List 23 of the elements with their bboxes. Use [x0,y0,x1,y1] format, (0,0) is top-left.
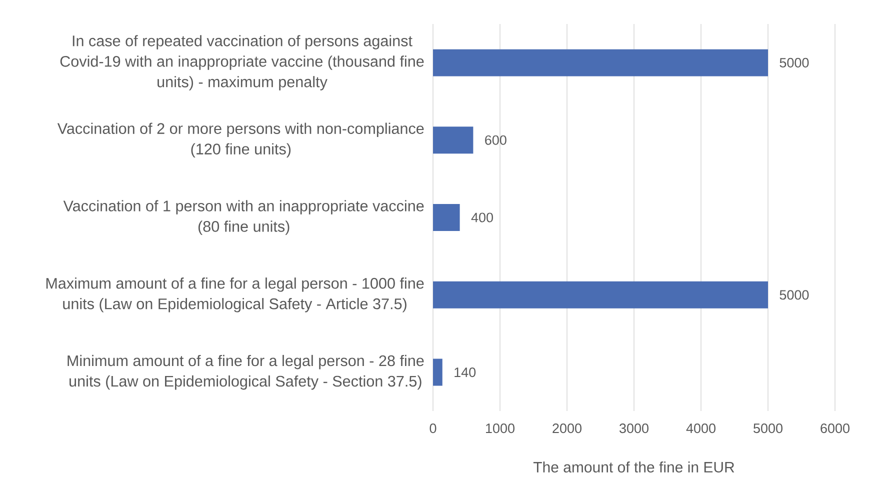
data-label: 600 [485,135,506,145]
y-tick-label: In case of repeated vaccination of persons against Covid-19 with an inappropriate vaccine (thousand fine units) - maximum penalty [60,35,424,90]
y-tick-label: Minimum amount of a fine for a legal person - 28 fine units (Law on Epidemiological Safety - Section 37.5) [68,354,424,390]
x-tick-label: 2000 [552,424,582,434]
y-tick-label: Maximum amount of a fine for a legal person - 1000 fine units (Law on Epidemiological Safety - Article 37.5) [46,278,424,312]
data-label: 140 [454,368,476,378]
x-axis-title: The amount of the fine in EUR [533,462,734,473]
data-label: 400 [471,212,493,222]
x-tick-label: 5000 [754,424,782,434]
x-tick-label: 4000 [686,424,716,434]
data-label: 5000 [780,58,809,68]
x-tick-label: 3000 [620,424,648,434]
bar [433,281,768,308]
bar [433,358,442,386]
bar [433,49,768,76]
data-label: 5000 [780,290,809,300]
bar [433,204,460,232]
y-tick-label: Vaccination of 1 person with an inappropriate vaccine (80 fine units) [63,200,424,235]
x-tick-label: 6000 [820,424,850,434]
x-tick-label: 0 [430,424,436,434]
bar [433,126,474,154]
y-tick-label: Vaccination of 2 or more persons with non-compliance (120 fine units) [57,122,424,158]
x-tick-label: 1000 [486,424,514,434]
